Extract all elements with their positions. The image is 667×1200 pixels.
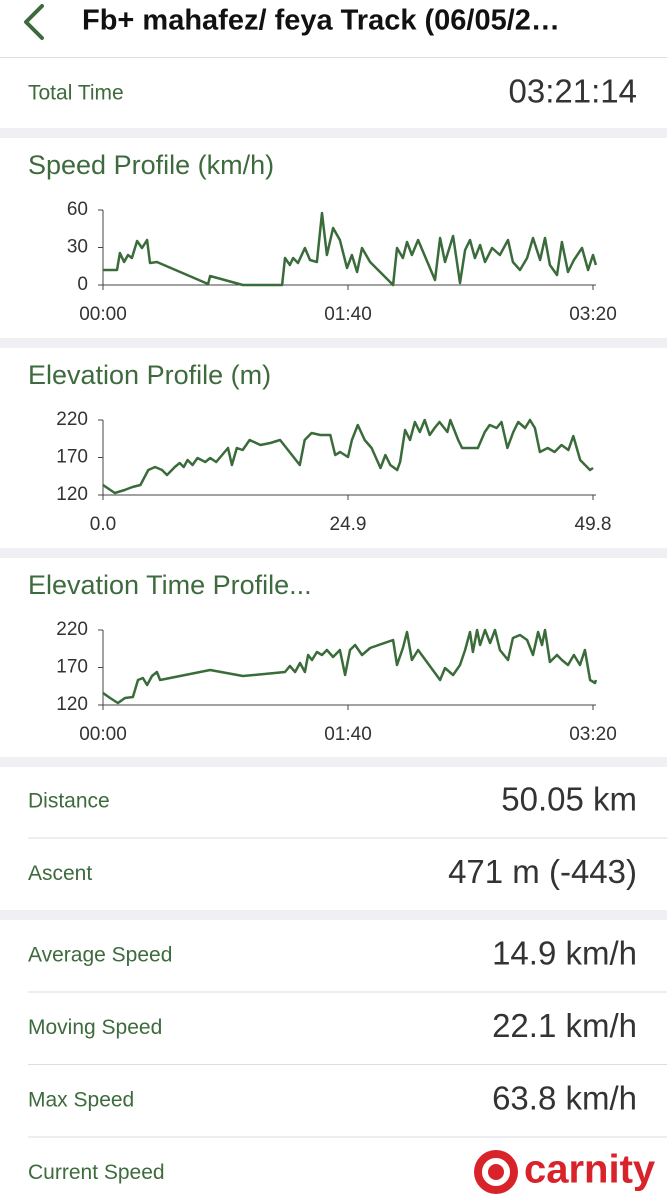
stat-value: 63.8 km/h bbox=[492, 1080, 637, 1117]
section-gap bbox=[0, 910, 667, 920]
total-time-value: 03:21:14 bbox=[509, 73, 637, 110]
back-button[interactable] bbox=[24, 4, 44, 40]
y-tick-label: 120 bbox=[56, 484, 88, 505]
x-tick-label: 0.0 bbox=[90, 514, 116, 535]
section-gap bbox=[0, 757, 667, 767]
x-tick-label: 49.8 bbox=[575, 514, 612, 535]
data-line bbox=[102, 418, 594, 495]
watermark-logo bbox=[482, 1158, 510, 1186]
chart-title: Elevation Time Profile... bbox=[28, 570, 312, 600]
stat-label: Max Speed bbox=[28, 1089, 134, 1112]
section-gap bbox=[0, 548, 667, 558]
y-tick-label: 60 bbox=[67, 199, 88, 220]
y-tick-label: 0 bbox=[77, 274, 88, 295]
y-tick-label: 170 bbox=[56, 657, 88, 678]
chart-title: Elevation Profile (m) bbox=[28, 360, 271, 390]
x-tick-label: 24.9 bbox=[330, 514, 367, 535]
watermark-logo bbox=[474, 1150, 518, 1194]
stat-label: Moving Speed bbox=[28, 1016, 162, 1039]
header-title: Fb+ mahafez/ feya Track (06/05/2… bbox=[82, 5, 560, 37]
stat-label: Ascent bbox=[28, 862, 92, 885]
watermark: carnity bbox=[474, 1148, 656, 1194]
stat-value: 22.1 km/h bbox=[492, 1007, 637, 1044]
stat-label: Current Speed bbox=[28, 1161, 165, 1184]
section-gap bbox=[0, 128, 667, 138]
stat-label: Distance bbox=[28, 790, 110, 813]
x-tick-label: 01:40 bbox=[324, 724, 372, 745]
x-tick-label: 03:20 bbox=[569, 724, 617, 745]
watermark-text: carnity bbox=[524, 1148, 656, 1192]
y-tick-label: 220 bbox=[56, 409, 88, 430]
y-tick-label: 30 bbox=[67, 237, 88, 258]
y-tick-label: 220 bbox=[56, 619, 88, 640]
total-time-label: Total Time bbox=[28, 82, 124, 105]
stat-value: 50.05 km bbox=[501, 781, 637, 818]
x-tick-label: 00:00 bbox=[79, 724, 127, 745]
x-tick-label: 01:40 bbox=[324, 304, 372, 325]
stat-value: 471 m (-443) bbox=[448, 853, 637, 890]
x-tick-label: 00:00 bbox=[79, 304, 127, 325]
data-line bbox=[103, 211, 598, 287]
y-tick-label: 170 bbox=[56, 447, 88, 468]
y-tick-label: 120 bbox=[56, 694, 88, 715]
data-line bbox=[102, 628, 598, 705]
chart-title: Speed Profile (km/h) bbox=[28, 150, 274, 180]
x-tick-label: 03:20 bbox=[569, 304, 617, 325]
section-gap bbox=[0, 338, 667, 348]
stat-label: Average Speed bbox=[28, 944, 172, 967]
stat-value: 14.9 km/h bbox=[492, 935, 637, 972]
